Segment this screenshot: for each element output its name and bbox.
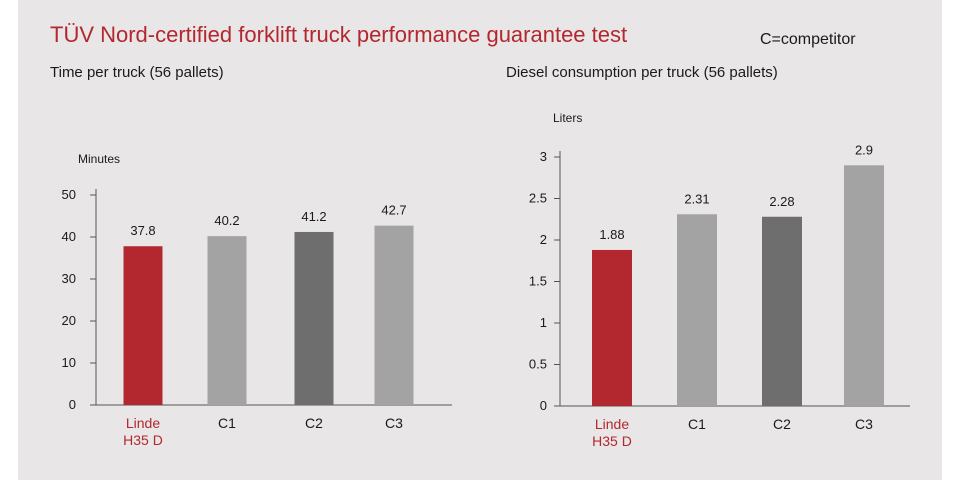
diesel-y-tick-label: 0.5 (529, 357, 547, 372)
diesel-y-axis-label: Liters (553, 111, 582, 125)
time-category-label: C3 (385, 415, 403, 431)
diesel-y-tick-label: 1 (540, 315, 547, 330)
time-bar (374, 225, 414, 405)
diesel-category-label: C1 (688, 416, 706, 432)
time-y-tick-label: 30 (62, 271, 76, 286)
time-bar (207, 236, 247, 405)
time-bar-value-label: 42.7 (381, 203, 406, 218)
diesel-y-tick-label: 2 (540, 232, 547, 247)
diesel-bar (677, 214, 717, 406)
time-bar-value-label: 41.2 (301, 209, 326, 224)
time-y-axis-label: Minutes (78, 152, 120, 166)
diesel-bar (592, 249, 632, 406)
diesel-y-tick-label: 0 (540, 398, 547, 413)
time-y-tick-label: 50 (62, 187, 76, 202)
time-bar (294, 231, 334, 405)
competitor-note: C=competitor (760, 31, 856, 48)
diesel-category-label: C3 (855, 416, 873, 432)
time-y-tick-label: 20 (62, 313, 76, 328)
time-y-tick-label: 40 (62, 229, 76, 244)
time-bar (123, 246, 163, 405)
time-y-tick-label: 10 (62, 355, 76, 370)
diesel-bar-value-label: 1.88 (599, 227, 624, 242)
time-category-label: C2 (305, 415, 323, 431)
diesel-chart-title: Diesel consumption per truck (56 pallets… (506, 64, 778, 81)
time-bar-value-label: 40.2 (214, 213, 239, 228)
time-bar-value-label: 37.8 (130, 223, 155, 238)
time-category-label: C1 (218, 415, 236, 431)
diesel-bar (762, 216, 802, 406)
diesel-bar (844, 165, 884, 406)
page-title: TÜV Nord-certified forklift truck perfor… (50, 22, 628, 47)
diesel-bar-value-label: 2.9 (855, 142, 873, 157)
diesel-bar-value-label: 2.31 (684, 191, 709, 206)
time-y-tick-label: 0 (69, 397, 76, 412)
diesel-y-tick-label: 3 (540, 149, 547, 164)
diesel-category-label: Linde H35 D (592, 416, 632, 449)
diesel-y-tick-label: 1.5 (529, 274, 547, 289)
time-category-label: Linde H35 D (123, 415, 163, 448)
diesel-category-label: C2 (773, 416, 791, 432)
diesel-y-tick-label: 2.5 (529, 191, 547, 206)
diesel-bar-value-label: 2.28 (769, 194, 794, 209)
time-chart-title: Time per truck (56 pallets) (50, 64, 224, 81)
